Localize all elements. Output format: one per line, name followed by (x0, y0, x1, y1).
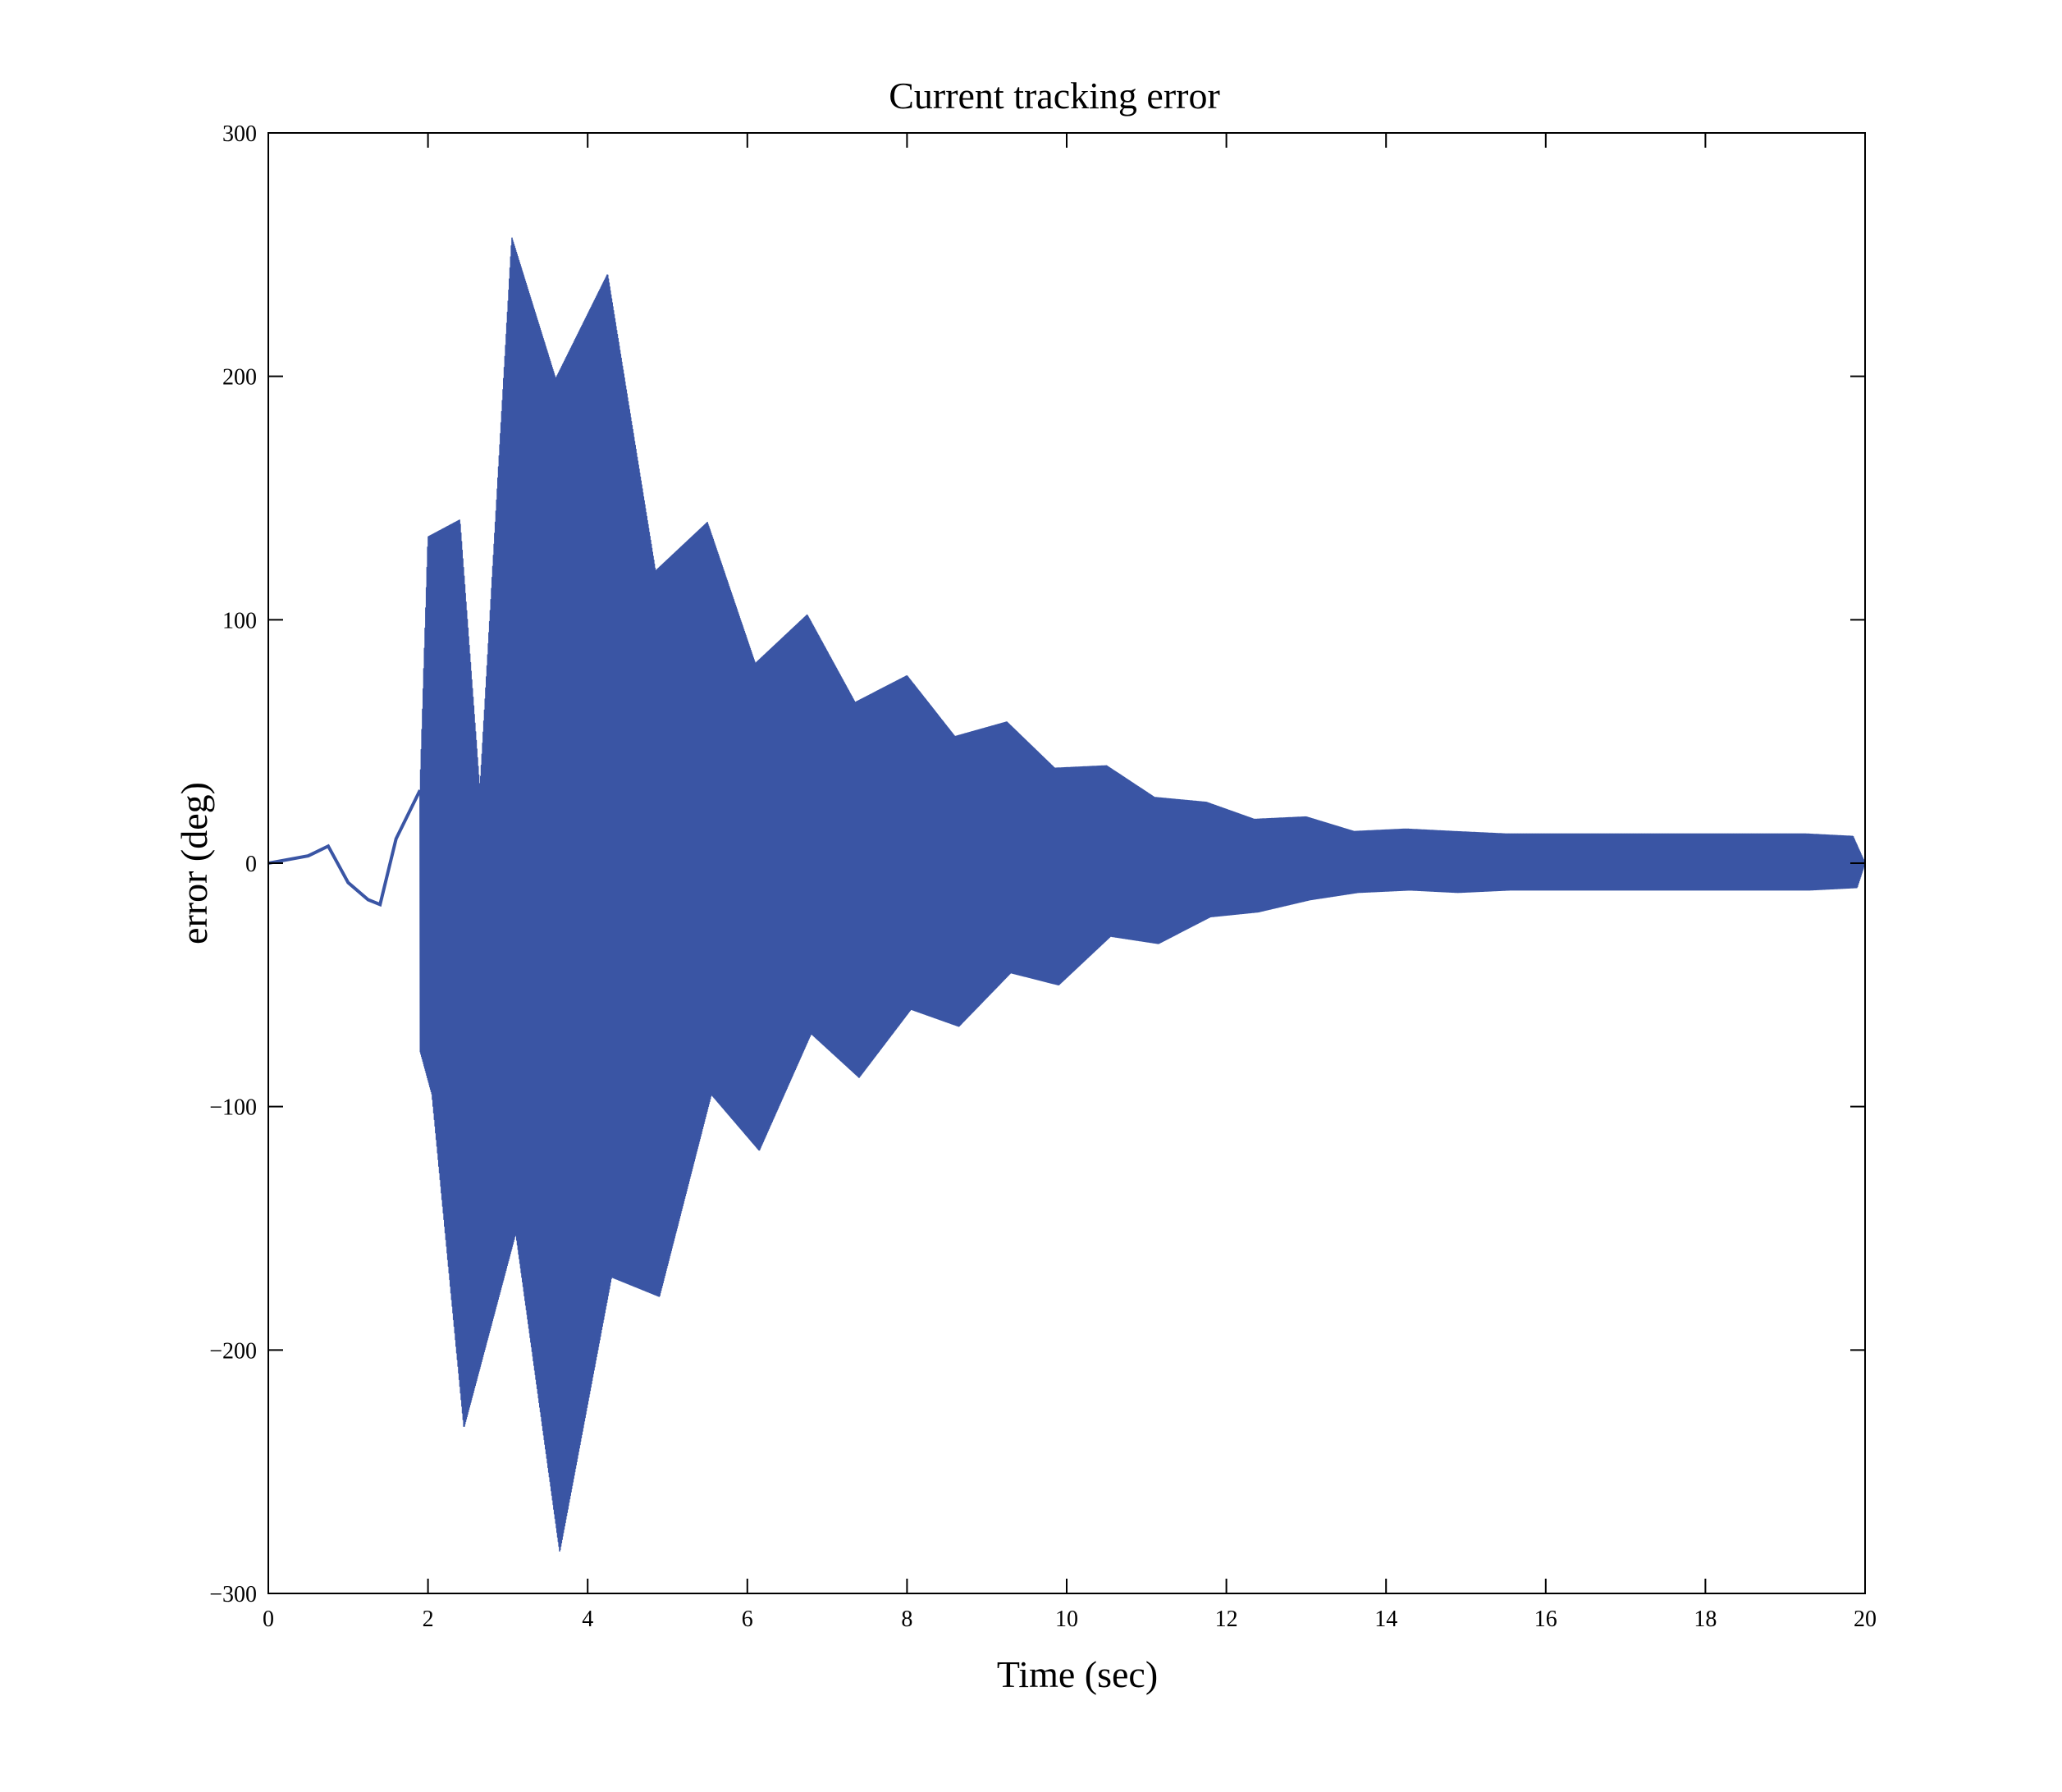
data-point (1154, 797, 1155, 798)
data-point (1708, 889, 1710, 891)
series-line-oscillation (419, 237, 1865, 1552)
data-point (1453, 830, 1455, 832)
data-point (1357, 892, 1359, 894)
data-point (1110, 935, 1112, 937)
y-tick-label: 300 (222, 121, 257, 147)
data-point (1553, 833, 1555, 834)
data-point (1757, 889, 1758, 891)
data-point (463, 1427, 464, 1429)
data-point (1205, 802, 1207, 803)
x-tick-label: 12 (1215, 1607, 1238, 1632)
x-tick-label: 8 (901, 1607, 912, 1632)
data-point (379, 903, 381, 905)
data-point (432, 1094, 433, 1095)
data-point (958, 1026, 960, 1027)
data-point (1058, 984, 1059, 985)
data-point (419, 789, 421, 791)
data-point (758, 1150, 760, 1151)
data-point (1605, 833, 1607, 834)
data-point (459, 519, 461, 521)
data-point (1657, 889, 1658, 891)
x-tick-label: 18 (1694, 1607, 1717, 1632)
y-tick-label: 100 (222, 608, 257, 633)
data-point (1804, 833, 1806, 834)
data-point (1158, 943, 1159, 944)
data-point (1753, 833, 1754, 834)
data-point (1653, 833, 1654, 834)
data-point (511, 237, 513, 239)
data-point (1609, 889, 1611, 891)
data-point (559, 1552, 560, 1553)
data-point (1808, 889, 1810, 891)
data-point (610, 1276, 612, 1278)
plot-area (268, 237, 1865, 1553)
x-tick-label: 4 (582, 1607, 593, 1632)
data-point (1258, 911, 1260, 912)
data-point (1406, 829, 1407, 830)
data-point (1856, 887, 1858, 889)
data-point (906, 675, 908, 677)
x-tick-label: 20 (1854, 1607, 1877, 1632)
data-point (655, 570, 656, 572)
data-point (1310, 899, 1311, 901)
data-point (1409, 889, 1410, 891)
data-point (1054, 767, 1055, 769)
y-tick-label: −100 (209, 1095, 257, 1121)
data-point (659, 1296, 661, 1297)
data-point (515, 1232, 517, 1234)
data-point (910, 1008, 912, 1010)
x-tick-label: 14 (1374, 1607, 1397, 1632)
data-point (854, 702, 856, 703)
data-point (607, 273, 609, 275)
chart-title: Current tracking error (889, 75, 1220, 117)
x-tick-label: 6 (742, 1607, 753, 1632)
data-point (1353, 830, 1355, 832)
data-point (368, 899, 369, 901)
data-point (1254, 819, 1255, 821)
y-tick-label: −200 (209, 1338, 257, 1364)
ticks-layer (267, 132, 1866, 1594)
y-tick-label: 200 (222, 365, 257, 391)
data-point (1106, 765, 1108, 766)
data-point (308, 855, 309, 857)
x-tick-label: 0 (263, 1607, 274, 1632)
data-point (1209, 916, 1211, 917)
data-point (807, 614, 808, 615)
x-tick-label: 10 (1055, 1607, 1078, 1632)
data-point (1557, 889, 1558, 891)
data-point (1509, 889, 1511, 891)
data-point (395, 838, 397, 839)
data-point (347, 882, 349, 884)
y-tick-label: −300 (209, 1582, 257, 1607)
data-point (327, 845, 329, 847)
data-point (858, 1077, 860, 1078)
data-point (555, 378, 556, 380)
x-tick-labels: 0 2 4 6 8 10 12 14 16 18 20 (263, 1607, 1877, 1632)
data-point (1006, 721, 1008, 723)
data-point (1305, 816, 1307, 818)
x-axis-label: Time (sec) (997, 1653, 1158, 1695)
data-point (1457, 892, 1459, 894)
series-line-initial (268, 789, 422, 907)
y-tick-label: 0 (245, 852, 257, 877)
data-point (706, 522, 708, 523)
data-point (1852, 835, 1854, 837)
data-point (811, 1033, 812, 1035)
data-point (954, 736, 956, 738)
y-axis-label: error (deg) (173, 782, 215, 944)
data-point (1505, 833, 1506, 834)
x-tick-label: 2 (423, 1607, 434, 1632)
data-point (755, 663, 757, 665)
series-layer (268, 237, 1865, 1553)
data-point (479, 789, 481, 791)
data-point (1010, 972, 1012, 974)
data-point (427, 537, 429, 538)
data-point (711, 1094, 712, 1095)
x-tick-label: 16 (1534, 1607, 1557, 1632)
data-point (1704, 833, 1706, 834)
y-tick-labels: −300 −200 −100 0 100 200 300 (209, 121, 257, 1607)
